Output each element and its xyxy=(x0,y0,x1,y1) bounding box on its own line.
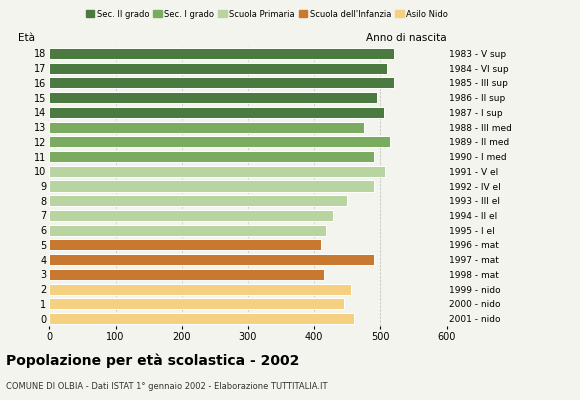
Bar xyxy=(49,166,385,177)
Bar xyxy=(49,298,344,310)
Text: Popolazione per età scolastica - 2002: Popolazione per età scolastica - 2002 xyxy=(6,354,299,368)
Bar xyxy=(49,136,390,147)
Bar xyxy=(49,151,374,162)
Bar xyxy=(49,284,350,295)
Bar xyxy=(49,48,394,59)
Bar xyxy=(49,77,394,88)
Bar xyxy=(49,269,324,280)
Bar xyxy=(49,122,364,132)
Text: Anno di nascita: Anno di nascita xyxy=(366,33,447,43)
Legend: Sec. II grado, Sec. I grado, Scuola Primaria, Scuola dell'Infanzia, Asilo Nido: Sec. II grado, Sec. I grado, Scuola Prim… xyxy=(82,6,451,22)
Text: COMUNE DI OLBIA - Dati ISTAT 1° gennaio 2002 - Elaborazione TUTTITALIA.IT: COMUNE DI OLBIA - Dati ISTAT 1° gennaio … xyxy=(6,382,327,391)
Bar xyxy=(49,180,374,192)
Bar xyxy=(49,62,387,74)
Bar xyxy=(49,92,377,103)
Bar xyxy=(49,254,374,265)
Bar xyxy=(49,107,384,118)
Bar xyxy=(49,225,326,236)
Bar xyxy=(49,210,333,221)
Bar xyxy=(49,195,347,206)
Bar xyxy=(49,313,354,324)
Bar xyxy=(49,240,321,250)
Text: Età: Età xyxy=(17,33,35,43)
